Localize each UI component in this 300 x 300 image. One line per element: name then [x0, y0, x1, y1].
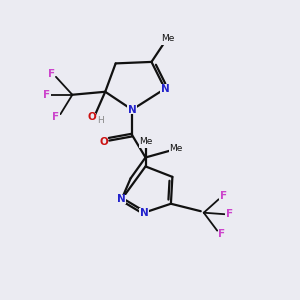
FancyBboxPatch shape	[225, 210, 233, 218]
Text: F: F	[52, 112, 59, 122]
Text: Me: Me	[169, 144, 183, 153]
Text: N: N	[128, 105, 136, 115]
FancyBboxPatch shape	[139, 208, 149, 217]
Text: Me: Me	[139, 137, 152, 146]
Text: F: F	[48, 69, 55, 79]
FancyBboxPatch shape	[160, 35, 174, 45]
Text: F: F	[226, 209, 233, 219]
Text: F: F	[44, 90, 50, 100]
FancyBboxPatch shape	[88, 113, 95, 121]
Text: N: N	[117, 194, 126, 204]
FancyBboxPatch shape	[117, 195, 126, 204]
FancyBboxPatch shape	[219, 192, 227, 200]
FancyBboxPatch shape	[48, 70, 55, 78]
Text: F: F	[220, 191, 227, 201]
Text: O: O	[87, 112, 96, 122]
FancyBboxPatch shape	[160, 84, 170, 93]
FancyBboxPatch shape	[100, 137, 107, 146]
Text: O: O	[99, 136, 108, 147]
FancyBboxPatch shape	[139, 138, 152, 148]
FancyBboxPatch shape	[127, 105, 137, 114]
FancyBboxPatch shape	[169, 145, 183, 154]
FancyBboxPatch shape	[218, 230, 225, 238]
Text: H: H	[97, 116, 104, 124]
FancyBboxPatch shape	[43, 91, 51, 99]
Text: Me: Me	[160, 34, 174, 43]
Text: N: N	[140, 208, 148, 218]
Text: F: F	[218, 229, 225, 238]
Text: N: N	[160, 84, 169, 94]
FancyBboxPatch shape	[52, 113, 60, 121]
